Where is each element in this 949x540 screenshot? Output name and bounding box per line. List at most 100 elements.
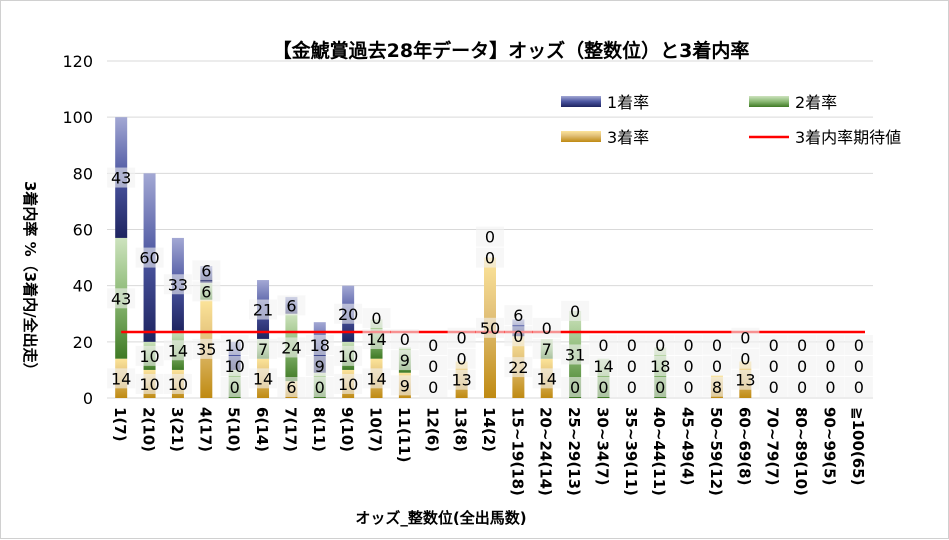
data-label: 0	[854, 336, 864, 355]
data-label-box	[731, 369, 760, 390]
y-tick-label: 0	[83, 389, 93, 408]
data-label-box	[646, 335, 675, 355]
data-label: 0	[570, 302, 580, 321]
data-label-box	[788, 356, 817, 376]
data-label: 14	[168, 341, 188, 360]
data-label: 9	[400, 351, 410, 370]
data-label: 0	[655, 378, 665, 397]
data-label: 0	[485, 228, 495, 247]
data-label: 0	[570, 378, 580, 397]
data-label: 0	[400, 330, 410, 349]
data-label: 0	[683, 336, 693, 355]
data-label-box	[249, 368, 278, 389]
data-label-box	[419, 335, 448, 355]
x-tick-label: 13(8)	[452, 407, 470, 452]
data-label-box	[702, 355, 731, 376]
data-label: 0	[825, 378, 835, 397]
data-label: 0	[712, 357, 722, 376]
data-label: 6	[201, 261, 211, 280]
data-label: 0	[513, 327, 523, 346]
data-label: 0	[712, 336, 722, 355]
data-label: 14	[366, 369, 386, 388]
data-label-box	[419, 356, 448, 376]
data-label-box	[646, 356, 675, 376]
data-label: 50	[480, 319, 500, 338]
data-label: 13	[735, 371, 755, 390]
data-label: 6	[513, 306, 523, 325]
data-label-box	[192, 338, 221, 359]
legend-swatch-3rd-rate	[561, 131, 601, 142]
x-tick-label: 35~39(11)	[622, 407, 640, 496]
data-label: 31	[565, 345, 585, 364]
data-label-box	[390, 329, 419, 350]
x-tick-label: 6(14)	[253, 407, 271, 452]
y-tick-label: 120	[62, 52, 93, 71]
data-label: 7	[258, 340, 268, 359]
x-tick-label: 60~69(8)	[735, 407, 753, 485]
data-label-box	[362, 329, 391, 350]
data-label: 33	[168, 275, 188, 294]
data-label: 0	[428, 357, 438, 376]
data-label: 18	[650, 357, 670, 376]
data-label-box	[674, 377, 703, 397]
x-tick-label: 2(10)	[140, 407, 158, 452]
data-label: 0	[627, 336, 637, 355]
data-label-box	[135, 247, 164, 268]
data-label-box	[192, 281, 221, 302]
x-tick-label: 11(11)	[395, 407, 413, 462]
data-label-box	[816, 335, 845, 355]
data-label-box	[107, 368, 136, 389]
data-label: 6	[286, 296, 296, 315]
data-label-box	[163, 340, 192, 361]
x-tick-label: 9(10)	[338, 407, 356, 452]
x-tick-label: 50~59(12)	[707, 407, 725, 496]
data-label-box	[674, 356, 703, 376]
data-label: 6	[286, 378, 296, 397]
data-label-box	[277, 337, 306, 358]
data-label: 43	[111, 169, 131, 188]
data-label-box	[476, 247, 504, 268]
data-label: 7	[542, 340, 552, 359]
data-label: 0	[371, 309, 381, 328]
data-label: 0	[797, 336, 807, 355]
data-label-box	[220, 377, 249, 397]
legend-label: 3着内率期待値	[795, 128, 901, 147]
data-label: 14	[111, 369, 131, 388]
data-label: 60	[139, 249, 159, 268]
data-label-box	[844, 377, 873, 397]
data-label-box	[277, 295, 306, 316]
data-label-box	[504, 305, 533, 326]
data-label-box	[617, 335, 646, 355]
data-label: 0	[485, 249, 495, 268]
data-label-box	[589, 335, 618, 355]
data-label: 0	[740, 350, 750, 369]
data-label-box	[362, 308, 391, 329]
data-label-box	[731, 348, 760, 369]
data-label: 10	[224, 336, 244, 355]
data-label-box	[447, 327, 476, 348]
data-label-box	[589, 356, 618, 376]
x-tick-label: 5(10)	[225, 407, 243, 452]
data-label-box	[192, 260, 221, 281]
data-label-box	[561, 344, 590, 365]
data-label-box	[617, 377, 646, 397]
data-label: 14	[366, 330, 386, 349]
data-label-box	[702, 376, 731, 397]
data-label-box	[277, 377, 306, 397]
data-label: 0	[315, 378, 325, 397]
data-label: 0	[627, 357, 637, 376]
x-tick-label: 25~29(13)	[565, 407, 583, 496]
data-label: 0	[740, 329, 750, 348]
legend-label: 2着率	[795, 93, 837, 112]
y-tick-label: 80	[73, 164, 93, 183]
data-label: 0	[598, 378, 608, 397]
data-label-box	[759, 356, 788, 376]
data-label-box	[163, 373, 192, 394]
data-label: 14	[593, 357, 613, 376]
y-tick-label: 60	[73, 221, 93, 240]
data-label-box	[334, 373, 363, 394]
data-label: 0	[797, 378, 807, 397]
data-label-box	[844, 356, 873, 376]
data-label-box	[163, 274, 192, 295]
x-tick-label: 45~49(4)	[679, 407, 697, 485]
